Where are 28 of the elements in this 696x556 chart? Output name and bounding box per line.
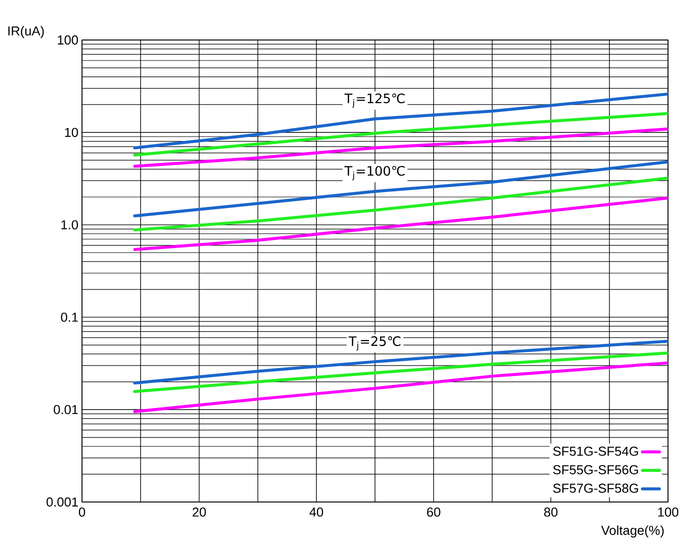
y-tick-label: 100 xyxy=(58,35,78,45)
x-tick-label: 40 xyxy=(309,508,324,517)
x-tick-label: 20 xyxy=(192,508,206,517)
y-tick-label: 10 xyxy=(65,128,78,137)
x-tick-label: 0 xyxy=(78,508,86,517)
y-tick-label: 1.0 xyxy=(61,220,78,230)
x-tick-label: 80 xyxy=(544,508,558,517)
x-axis-title: Voltage(%) xyxy=(601,525,664,538)
legend-label: SF57G-SF58G xyxy=(553,484,638,493)
legend-label: SF55G-SF56G xyxy=(553,465,638,474)
x-tick-label: 100 xyxy=(658,508,678,517)
annotation: T$_{j}$=125℃ xyxy=(344,93,405,108)
line-series xyxy=(133,127,668,168)
legend-label: SF51G-SF54G xyxy=(553,446,638,456)
y-tick-label: 0.1 xyxy=(60,312,78,322)
x-tick-label: 60 xyxy=(427,508,440,517)
line-series xyxy=(133,112,668,156)
line-series xyxy=(133,160,668,218)
annotation: T$_{j}$=100℃ xyxy=(344,166,405,180)
annotation: T$_{j}$=25℃ xyxy=(348,336,400,351)
y-tick-label: 0.01 xyxy=(54,405,78,414)
line-series xyxy=(133,92,668,150)
line-series xyxy=(133,196,668,252)
line-series xyxy=(133,351,668,393)
line-series xyxy=(133,176,668,232)
line-series xyxy=(133,361,668,414)
y-tick-label: 0.001 xyxy=(46,497,78,507)
y-axis-title: IR(uA) xyxy=(8,26,44,38)
